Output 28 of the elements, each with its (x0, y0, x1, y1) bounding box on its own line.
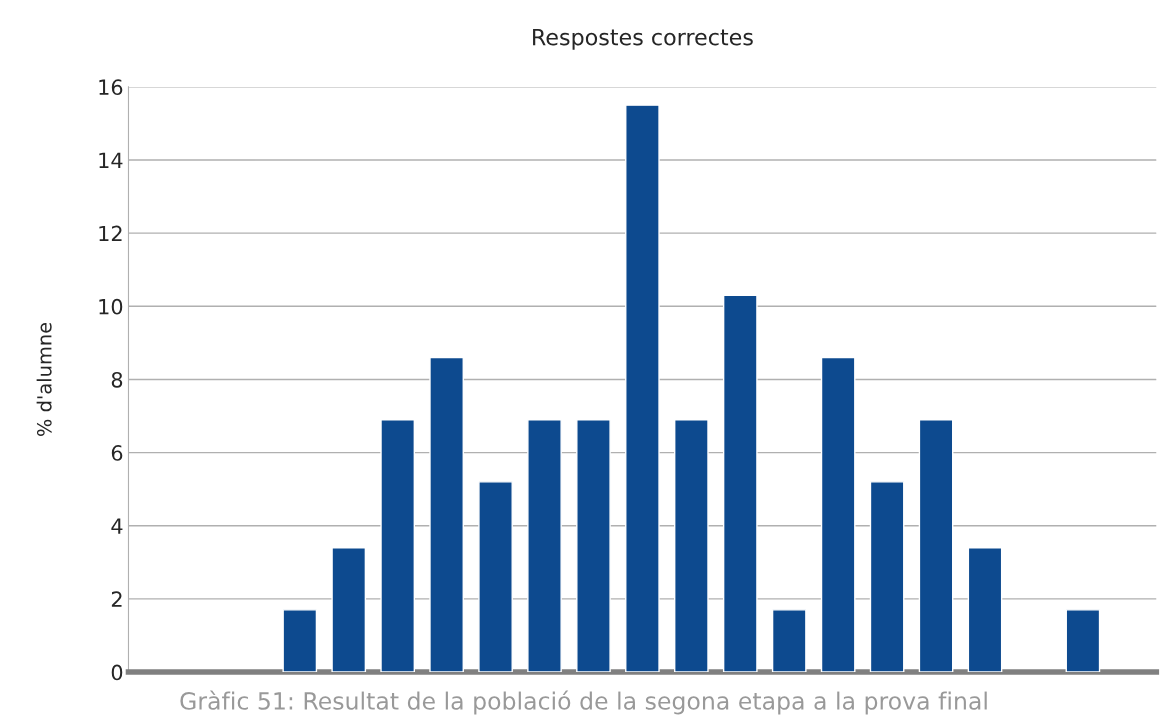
bar (771, 609, 807, 673)
y-tick-label: 10 (99, 298, 123, 315)
bar (429, 356, 464, 673)
bar (722, 294, 758, 673)
y-tick-label: 2 (111, 591, 122, 607)
y-tick-label: 12 (99, 225, 122, 242)
y-axis-title: % d'alumne (36, 322, 52, 436)
bar (331, 547, 367, 673)
y-tick-label: 16 (99, 79, 123, 96)
bar (674, 418, 709, 673)
bar (625, 104, 660, 673)
y-tick-label: 8 (111, 371, 123, 388)
y-tick-label: 14 (99, 152, 123, 168)
y-tick-label: 4 (111, 518, 123, 534)
bar (478, 481, 513, 673)
bar (527, 418, 562, 673)
text: Gràfic 51: Resultat de la població de la segona etapa a la prova final (180, 690, 987, 715)
chart-title: Respostes correctes (533, 29, 753, 50)
bar (380, 418, 416, 673)
bar (918, 418, 954, 673)
bar (869, 481, 905, 673)
bar (1065, 609, 1101, 673)
bar (820, 356, 856, 673)
bar (576, 418, 611, 673)
bar (967, 547, 1003, 673)
y-tick-label: 6 (111, 445, 123, 461)
bar (282, 609, 318, 673)
y-tick-label: 0 (111, 664, 123, 681)
